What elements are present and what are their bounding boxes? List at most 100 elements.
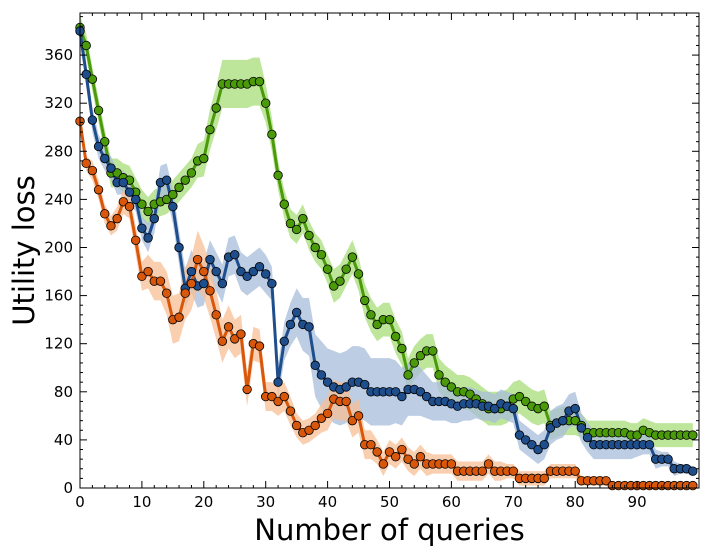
- series-2-point: [446, 459, 457, 469]
- series-2-point: [192, 254, 203, 265]
- series-0-point: [570, 415, 580, 426]
- series-2-point: [397, 444, 407, 455]
- series-2-point: [601, 476, 611, 486]
- series-0-point: [434, 370, 444, 380]
- series-2-point: [403, 454, 413, 464]
- series-1-point: [230, 250, 240, 260]
- series-0-point: [168, 189, 178, 200]
- series-0-point: [347, 252, 358, 262]
- axis-ticks: [79, 13, 699, 489]
- series-1-point: [273, 377, 283, 387]
- series-1-point: [316, 370, 327, 380]
- series-1-point: [254, 262, 265, 272]
- series-1-point: [236, 266, 246, 277]
- series-2-point: [143, 266, 153, 277]
- series-1-point: [576, 423, 587, 433]
- x-axis-title: Number of queries: [254, 513, 524, 547]
- series-0-point: [279, 199, 289, 209]
- y-tick-label: 360: [44, 46, 73, 64]
- series-2-point: [353, 411, 364, 421]
- series-2-point: [118, 197, 129, 207]
- x-tick-label: 10: [132, 493, 151, 511]
- series-1-point: [508, 403, 519, 414]
- x-tick-label: 80: [566, 493, 585, 511]
- series-2-point: [341, 396, 351, 407]
- series-1-point: [360, 379, 370, 390]
- series-0-point: [329, 281, 339, 291]
- series-0-point: [161, 194, 172, 205]
- series-1-point: [582, 432, 593, 443]
- series-2-point: [174, 312, 184, 322]
- series-1-point: [217, 278, 228, 289]
- series-0-point: [403, 370, 413, 380]
- series-0-point: [174, 182, 184, 193]
- series-2-point: [223, 322, 234, 332]
- series-1-point: [688, 466, 698, 476]
- series-1-point: [304, 322, 314, 332]
- series-2-point: [186, 278, 197, 289]
- series-2-point: [384, 447, 395, 457]
- series-2-point: [217, 336, 228, 346]
- series-2-point: [180, 288, 190, 298]
- y-tick-label: 120: [44, 335, 73, 353]
- series-1-point: [533, 444, 543, 455]
- y-axis-title: Utility loss: [7, 175, 41, 326]
- series-0-point: [335, 276, 345, 286]
- series-2-point: [131, 235, 141, 245]
- series-1-point: [558, 415, 568, 426]
- series-1-point: [149, 213, 159, 224]
- series-0-point: [261, 98, 271, 108]
- series-2-point: [415, 452, 426, 462]
- series-1-point: [161, 175, 172, 185]
- series-1-point: [93, 141, 104, 152]
- series-0-point: [267, 129, 277, 140]
- series-2-point: [291, 420, 302, 431]
- series-0-point: [322, 264, 333, 274]
- series-0-point: [353, 269, 364, 279]
- series-1-point: [421, 391, 432, 402]
- series-2-point: [316, 413, 327, 423]
- series-2-point: [285, 406, 296, 416]
- series-1-point: [168, 201, 178, 212]
- series-1-point: [174, 242, 184, 253]
- series-0-point: [415, 351, 426, 361]
- confidence-bands: [80, 15, 693, 488]
- series-1-point: [248, 266, 259, 277]
- series-0-point: [137, 199, 147, 209]
- series-0-point: [81, 40, 91, 51]
- series-2-point: [242, 384, 252, 395]
- series-1-point: [415, 387, 426, 397]
- series-0-point: [440, 377, 450, 387]
- series-1-point: [539, 440, 549, 450]
- series-1-point: [81, 69, 91, 80]
- series-0-point: [143, 206, 153, 217]
- series-1-point: [131, 194, 141, 205]
- series-0-point: [211, 103, 221, 113]
- series-2-point: [205, 286, 215, 296]
- series-0-point: [93, 105, 104, 116]
- series-2-point: [137, 271, 147, 282]
- series-1-band: [80, 19, 693, 476]
- series-0-point: [514, 391, 525, 402]
- series-2-point: [199, 266, 209, 277]
- series-1-point: [279, 336, 289, 346]
- series-1-point: [137, 223, 147, 233]
- series-0-point: [298, 213, 308, 224]
- series-0-point: [428, 346, 438, 356]
- series-2-point: [87, 165, 98, 176]
- x-tick-label: 90: [628, 493, 647, 511]
- series-0-point: [384, 314, 395, 325]
- series-0-point: [304, 230, 314, 241]
- series-0-point: [409, 358, 419, 368]
- series-2-point: [409, 459, 419, 469]
- series-2-point: [279, 391, 289, 402]
- series-2-point: [106, 221, 116, 231]
- series-2-point: [322, 408, 333, 419]
- series-1-point: [322, 377, 333, 387]
- series-1-point: [520, 435, 531, 445]
- series-2-point: [267, 391, 277, 402]
- series-1-point: [124, 187, 135, 197]
- series-1-point: [310, 360, 320, 371]
- series-2-point: [161, 288, 172, 298]
